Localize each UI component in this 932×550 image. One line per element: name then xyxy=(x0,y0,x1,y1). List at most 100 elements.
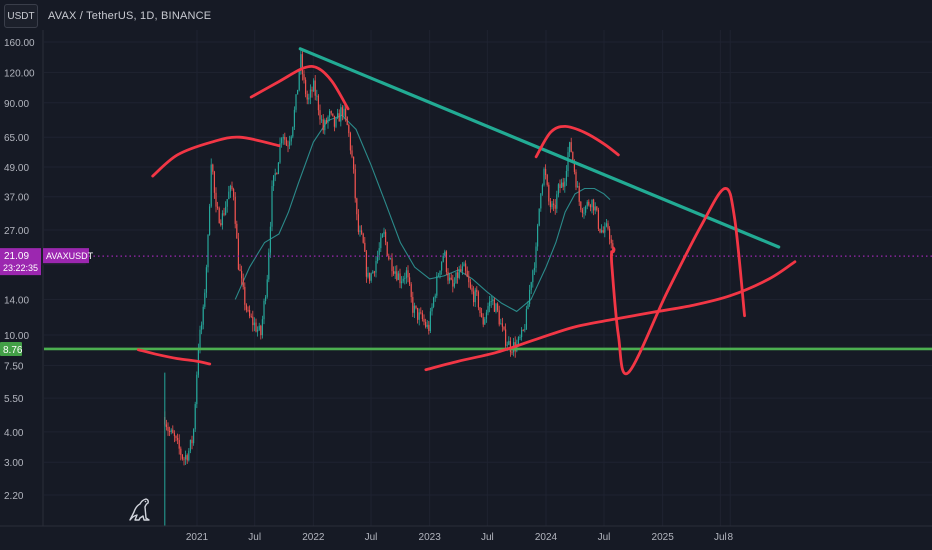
drawing-arc-2021[interactable] xyxy=(151,135,281,178)
drawing-forecast-path[interactable] xyxy=(609,187,746,376)
candle-body xyxy=(585,206,587,213)
candle-body xyxy=(610,239,612,244)
candle-body xyxy=(525,309,528,330)
candle-body xyxy=(399,273,401,284)
candle-body xyxy=(436,276,438,296)
candle-body xyxy=(460,269,462,272)
candle-body xyxy=(289,141,291,146)
candle-body xyxy=(189,439,192,451)
candle-body xyxy=(367,272,369,277)
candle-body xyxy=(397,273,400,280)
candle-body xyxy=(530,282,532,290)
candle-body xyxy=(333,115,336,127)
candle-body xyxy=(257,329,259,332)
candle-body xyxy=(498,310,500,325)
candle-body xyxy=(234,196,236,224)
candle-body xyxy=(335,117,337,127)
drawing-arc-2021-top[interactable] xyxy=(249,65,350,111)
candle-body xyxy=(442,255,444,262)
drawing-arc-2024[interactable] xyxy=(534,124,620,159)
drawing-scribble[interactable] xyxy=(610,246,616,257)
candle-body xyxy=(325,120,328,123)
candle-body xyxy=(474,289,476,303)
candle-body xyxy=(266,279,268,297)
candle-body xyxy=(181,454,184,459)
candle-body xyxy=(228,191,230,200)
drawing-left-support-curve[interactable] xyxy=(136,348,212,366)
candle-body xyxy=(306,94,308,100)
price-axis[interactable]: 160.00 120.00 90.00 65.00 49.00 37.00 27.00 14.… xyxy=(0,30,94,526)
candle-body xyxy=(223,213,225,215)
candle-body xyxy=(370,273,372,281)
candle-body xyxy=(593,199,595,211)
candle-body xyxy=(524,329,526,331)
candle-body xyxy=(377,255,379,262)
candle-body xyxy=(561,182,563,188)
candle-body xyxy=(165,424,168,428)
candle-body xyxy=(588,201,590,206)
candle-body xyxy=(337,113,339,118)
candle-body xyxy=(177,437,179,440)
candle-body xyxy=(215,192,217,207)
candle-body xyxy=(252,316,254,326)
candle-body xyxy=(597,210,600,229)
candle-body xyxy=(570,142,572,152)
candle-body xyxy=(313,80,315,92)
candle-body xyxy=(556,194,558,209)
candle-body xyxy=(413,305,416,313)
support-price-label: 8.76 xyxy=(3,345,23,356)
candle-body xyxy=(509,341,512,352)
candle-body xyxy=(301,54,304,75)
candle-body xyxy=(319,110,321,120)
candle-body xyxy=(506,344,508,346)
y-tick-label: 4.00 xyxy=(4,428,24,439)
candle-body xyxy=(191,439,193,444)
candle-body xyxy=(457,272,459,278)
candle-body xyxy=(433,297,435,307)
current-price-label: 21.09 xyxy=(4,251,29,262)
candle-body xyxy=(285,139,288,146)
candle-body xyxy=(260,325,262,336)
y-tick-label: 7.50 xyxy=(4,361,24,372)
y-tick-label: 14.00 xyxy=(4,295,29,306)
candle-body xyxy=(303,74,305,80)
candle-body xyxy=(213,171,216,193)
candle-body xyxy=(269,226,272,253)
candle-body xyxy=(212,164,214,172)
candle-body xyxy=(450,277,452,280)
candle-body xyxy=(385,231,387,243)
candle-body xyxy=(609,228,611,240)
dino-icon[interactable] xyxy=(124,494,154,524)
candle-body xyxy=(327,116,329,123)
price-axis-background xyxy=(0,30,43,526)
symbol-tag xyxy=(43,248,89,264)
candle-body xyxy=(284,136,286,140)
candle-body xyxy=(481,313,483,318)
candle-body xyxy=(437,275,440,277)
x-tick-label: Jul xyxy=(248,532,261,543)
candle-body xyxy=(180,448,182,455)
time-axis[interactable]: 2021 Jul 2022 Jul 2023 Jul 2024 Jul 2025 Jul 8 xyxy=(0,525,932,543)
candle-body xyxy=(573,161,576,172)
candle-body xyxy=(487,306,489,313)
candle-body xyxy=(317,95,320,111)
candle-body xyxy=(386,242,388,256)
x-tick-label: Jul xyxy=(365,532,378,543)
candle-body xyxy=(429,311,432,331)
candle-body xyxy=(394,271,396,274)
candle-body xyxy=(281,138,283,144)
candle-body xyxy=(485,312,488,319)
candle-body xyxy=(469,282,472,289)
candle-body xyxy=(329,111,331,117)
candle-body xyxy=(449,277,451,281)
candle-body xyxy=(482,317,484,325)
x-tick-label: 2022 xyxy=(302,532,325,543)
candle-body xyxy=(465,263,467,271)
annotation-lines-layer[interactable] xyxy=(44,47,932,376)
currency-button[interactable]: USDT xyxy=(4,4,38,28)
candle-body xyxy=(441,261,443,271)
x-tick-label: 8 xyxy=(727,532,733,543)
grid xyxy=(44,30,932,526)
candle-body xyxy=(338,113,340,122)
